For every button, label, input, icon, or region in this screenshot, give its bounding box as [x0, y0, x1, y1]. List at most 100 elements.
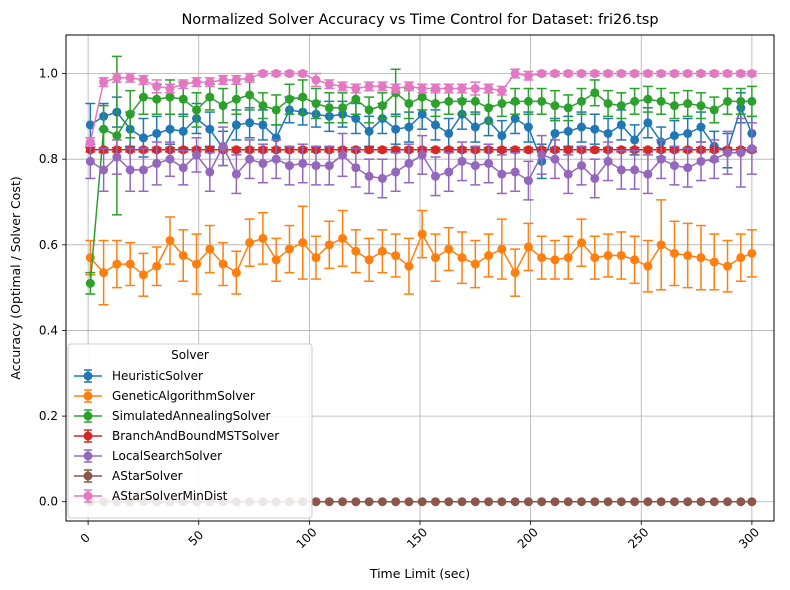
data-point	[683, 163, 693, 173]
data-point	[497, 244, 507, 254]
data-point	[656, 69, 666, 79]
data-point	[510, 113, 520, 123]
data-point	[497, 497, 507, 507]
legend-box	[67, 343, 313, 519]
data-point	[510, 96, 520, 106]
data-point	[696, 253, 706, 263]
data-point	[484, 158, 494, 168]
data-point	[577, 96, 587, 106]
data-point	[364, 255, 374, 265]
data-point	[643, 145, 653, 155]
data-point	[457, 253, 467, 263]
legend-marker	[83, 391, 93, 401]
data-point	[364, 81, 374, 91]
y-axis-label: Accuracy (Optimal / Solver Cost)	[8, 176, 23, 379]
data-point	[192, 259, 202, 269]
data-point	[152, 81, 162, 91]
data-point	[643, 497, 653, 507]
data-point	[152, 94, 162, 104]
data-point	[338, 103, 348, 113]
data-point	[99, 165, 109, 175]
legend-marker	[83, 431, 93, 441]
data-point	[523, 96, 533, 106]
data-point	[391, 124, 401, 134]
data-point	[125, 109, 135, 119]
data-point	[616, 165, 626, 175]
data-point	[218, 259, 228, 269]
data-point	[138, 92, 148, 102]
legend-label: BranchAndBoundMSTSolver	[112, 429, 279, 443]
data-point	[85, 278, 95, 288]
data-point	[338, 233, 348, 243]
data-point	[510, 167, 520, 177]
data-point	[444, 128, 454, 138]
data-point	[603, 497, 613, 507]
data-point	[99, 124, 109, 134]
data-point	[205, 92, 215, 102]
series-SimulatedAnnealingSolver	[85, 55, 757, 295]
y-tick-label: 0.4	[39, 323, 58, 337]
data-point	[497, 131, 507, 141]
data-point	[138, 165, 148, 175]
x-tick-label: 150	[404, 525, 430, 551]
legend-item: HeuristicSolver	[74, 369, 203, 383]
data-point	[324, 497, 334, 507]
data-point	[577, 69, 587, 79]
data-point	[656, 154, 666, 164]
data-point	[258, 158, 268, 168]
data-point	[152, 128, 162, 138]
data-point	[537, 69, 547, 79]
data-point	[696, 69, 706, 79]
data-point	[231, 145, 241, 155]
data-point	[630, 145, 640, 155]
data-point	[245, 73, 255, 83]
data-point	[537, 96, 547, 106]
data-point	[377, 246, 387, 256]
y-tick-label: 0.8	[39, 152, 58, 166]
data-point	[683, 69, 693, 79]
data-point	[523, 122, 533, 132]
data-point	[470, 84, 480, 94]
data-point	[723, 96, 733, 106]
data-point	[484, 251, 494, 261]
data-point	[351, 497, 361, 507]
series-GeneticAlgorithmSolver	[85, 199, 757, 306]
data-point	[218, 101, 228, 111]
data-point	[590, 145, 600, 155]
data-point	[258, 101, 268, 111]
data-point	[430, 145, 440, 155]
data-point	[723, 148, 733, 158]
data-point	[537, 497, 547, 507]
data-point	[324, 103, 334, 113]
data-point	[231, 268, 241, 278]
data-point	[404, 81, 414, 91]
legend-marker	[83, 411, 93, 421]
y-tick-label: 0.6	[39, 238, 58, 252]
data-point	[603, 69, 613, 79]
data-point	[125, 259, 135, 269]
data-point	[696, 101, 706, 111]
data-point	[577, 122, 587, 132]
x-tick-label: 300	[736, 525, 762, 551]
data-point	[417, 229, 427, 239]
legend-item: AStarSolverMinDist	[74, 489, 228, 503]
data-point	[284, 94, 294, 104]
data-point	[298, 238, 308, 248]
data-point	[311, 75, 321, 85]
data-point	[112, 73, 122, 83]
data-point	[231, 120, 241, 130]
data-point	[364, 126, 374, 136]
data-point	[205, 124, 215, 134]
series-LocalSearchSolver	[85, 117, 757, 201]
data-point	[192, 105, 202, 115]
data-point	[245, 118, 255, 128]
legend-item: AStarSolver	[74, 469, 183, 483]
data-point	[484, 497, 494, 507]
data-point	[205, 244, 215, 254]
data-point	[497, 86, 507, 96]
chart-title: Normalized Solver Accuracy vs Time Contr…	[181, 12, 658, 28]
data-point	[271, 69, 281, 79]
y-tick-label: 0.0	[39, 495, 58, 509]
data-point	[377, 173, 387, 183]
legend-item: LocalSearchSolver	[74, 449, 222, 463]
